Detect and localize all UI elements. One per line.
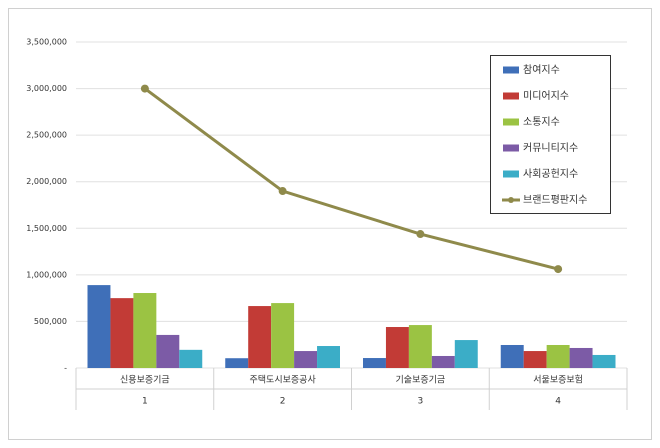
x-tick-label: 주택도시보증공사 <box>250 375 317 386</box>
x-tick-sublabel: 1 <box>142 397 148 407</box>
legend-swatch <box>503 118 519 126</box>
bar <box>110 298 134 368</box>
legend-label: 참여지수 <box>523 64 560 76</box>
bar <box>569 347 593 368</box>
x-tick-label: 신용보증기금 <box>120 375 170 386</box>
bar <box>408 325 432 368</box>
legend-label: 소통지수 <box>523 116 560 128</box>
line-marker <box>554 265 563 274</box>
legend-label: 사회공헌지수 <box>523 168 578 180</box>
legend-box <box>490 55 611 214</box>
x-tick-label: 서울보증보험 <box>533 375 583 386</box>
x-tick-sublabel: 2 <box>280 397 286 407</box>
bar <box>225 358 249 368</box>
bar <box>248 306 272 368</box>
bar <box>592 354 616 368</box>
y-tick-label: 2,000,000 <box>26 177 67 186</box>
y-tick-label: 1,000,000 <box>26 270 67 279</box>
bar <box>133 293 157 368</box>
x-tick-sublabel: 3 <box>418 397 424 407</box>
bar <box>271 303 295 368</box>
bar <box>431 355 455 368</box>
bar <box>385 327 409 368</box>
bar <box>546 344 570 368</box>
legend-swatch <box>508 197 514 203</box>
legend-label: 브랜드평판지수 <box>523 194 587 206</box>
legend-label: 미디어지수 <box>523 90 569 102</box>
bar <box>294 351 318 368</box>
bar <box>156 334 180 368</box>
y-tick-label: - <box>64 364 67 373</box>
bar <box>454 340 478 368</box>
bar <box>87 285 111 368</box>
line-marker <box>140 84 149 93</box>
x-tick-sublabel: 4 <box>555 397 561 407</box>
line-marker <box>416 230 425 239</box>
line-marker <box>278 187 287 196</box>
bar <box>500 344 524 368</box>
y-tick-label: 3,500,000 <box>26 38 67 47</box>
legend-swatch <box>503 92 519 100</box>
bar <box>523 351 547 368</box>
y-tick-label: 2,500,000 <box>26 131 67 140</box>
y-tick-label: 1,500,000 <box>26 224 67 233</box>
y-tick-label: 500,000 <box>34 317 67 326</box>
bar <box>317 346 340 368</box>
legend-label: 커뮤니티지수 <box>523 142 578 154</box>
legend-swatch <box>503 66 519 74</box>
line <box>143 87 559 271</box>
bar <box>363 358 386 368</box>
y-tick-label: 3,000,000 <box>26 84 67 93</box>
bar <box>179 349 203 368</box>
legend-swatch <box>503 170 519 178</box>
legend-swatch <box>503 144 519 152</box>
x-tick-label: 기술보증기금 <box>396 375 446 386</box>
